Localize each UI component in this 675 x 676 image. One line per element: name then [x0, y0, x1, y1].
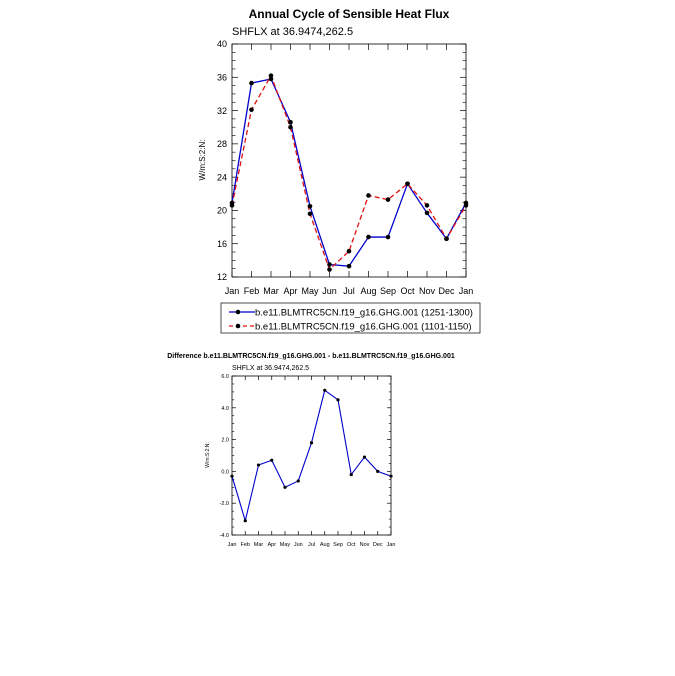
main-x-tick-label: Nov	[419, 286, 436, 296]
diff-plot-frame	[231, 375, 392, 536]
main-series-line-1	[231, 74, 467, 271]
main-series-line-0	[231, 78, 467, 267]
main-x-tick-label: Aug	[360, 286, 376, 296]
diff-chart-y-axis-label: W/m:S:2:N:	[205, 442, 211, 468]
diff-series-0-point	[256, 463, 261, 467]
main-series-1-point	[229, 203, 235, 208]
main-chart-legend: b.e11.BLMTRC5CN.f19_g16.GHG.001 (1251-13…	[220, 302, 481, 334]
main-series-0-point	[327, 262, 332, 267]
diff-chart-plot: -4.0 -2.0 0.0 2.0 4.0 6.0 Jan Feb Mar Apr May Jun Ju…	[220, 374, 396, 548]
diff-x-tick-label: Jun	[294, 542, 303, 548]
diff-series-line-0	[231, 389, 392, 522]
main-x-tick-label: Sep	[380, 286, 396, 296]
diff-chart-title: Difference b.e11.BLMTRC5CN.f19_g16.GHG.0…	[167, 353, 455, 360]
main-chart-plot: 12 16 20 24 28 32 36 40 Jan Feb Mar Apr May Jun Jul Aug…	[217, 39, 473, 296]
diff-series-0-point	[362, 455, 367, 459]
main-series-0-point	[288, 119, 293, 125]
main-series-1-point	[327, 267, 332, 272]
legend-box	[220, 302, 481, 334]
main-series-0-point	[366, 234, 371, 240]
diff-y-tick-label: -4.0	[220, 533, 229, 539]
main-y-tick-label: 32	[217, 106, 227, 116]
diff-x-tick-label: Nov	[360, 542, 370, 548]
diff-x-tick-label: Mar	[254, 542, 264, 548]
main-plot-frame	[231, 43, 467, 278]
diff-x-tick-label: Oct	[347, 542, 356, 548]
main-series-1-point	[424, 203, 430, 208]
diff-y-tick-label: 6.0	[221, 374, 229, 380]
main-x-tick-label: Jan	[225, 286, 240, 296]
diff-x-tick-label: Jul	[308, 542, 315, 548]
main-y-tick-label: 12	[217, 272, 227, 282]
diff-series-0-point	[230, 474, 234, 478]
main-y-tick-label: 40	[217, 39, 227, 49]
main-series-1-point	[268, 73, 274, 78]
main-series-0-point	[249, 80, 254, 86]
diff-x-tick-label: Aug	[320, 542, 330, 548]
main-x-tick-label: Apr	[283, 286, 297, 296]
diff-x-tick-label: Feb	[241, 542, 250, 548]
diff-series-0-point	[336, 398, 340, 402]
diff-y-tick-label: 4.0	[221, 406, 229, 412]
main-y-tick-label: 20	[217, 206, 227, 216]
diff-series-0-point	[309, 441, 314, 445]
diff-series-0-point	[296, 479, 300, 483]
legend-marker-series-b	[235, 323, 241, 329]
main-chart-y-axis-label: W/m:S:2:N:	[198, 140, 207, 181]
diff-series-0-point	[376, 469, 380, 473]
diff-x-tick-label: Jan	[387, 542, 396, 548]
main-series-0-point	[346, 263, 352, 269]
main-x-tick-label: Oct	[400, 286, 415, 296]
main-series-1-point	[288, 124, 293, 130]
main-series-0-point	[268, 76, 274, 82]
diff-x-tick-label: Dec	[373, 542, 383, 548]
diff-chart-subtitle: SHFLX at 36.9474,262.5	[232, 365, 309, 372]
main-x-tick-label: Jul	[343, 286, 355, 296]
diff-series-0-point	[323, 388, 327, 392]
diff-x-tick-label: Sep	[333, 542, 343, 548]
diff-x-tick-label: May	[280, 542, 291, 548]
diff-x-tick-label: Jan	[228, 542, 237, 548]
diff-series-0-point	[243, 519, 247, 523]
main-x-tick-label: May	[301, 286, 319, 296]
main-x-tick-label: Feb	[244, 286, 260, 296]
main-series-0-point	[385, 234, 391, 240]
diff-x-tick-label: Apr	[267, 542, 276, 548]
main-chart-subtitle: SHFLX at 36.9474,262.5	[232, 26, 353, 38]
main-series-1-point	[366, 193, 371, 198]
legend-label-series-b: b.e11.BLMTRC5CN.f19_g16.GHG.001 (1101-11…	[255, 322, 472, 333]
main-series-1-point	[405, 181, 410, 187]
main-y-tick-label: 28	[217, 139, 227, 149]
main-series-1-point	[463, 203, 469, 208]
diff-series-0-point	[389, 474, 393, 478]
main-series-1-point	[346, 248, 352, 254]
diff-series-0-point	[349, 472, 353, 477]
legend-marker-series-a	[235, 309, 241, 315]
main-y-tick-label: 16	[217, 239, 227, 249]
main-x-tick-label: Mar	[263, 286, 279, 296]
main-y-tick-label: 36	[217, 72, 227, 82]
main-series-1-point	[444, 236, 449, 242]
main-series-0-point	[307, 203, 313, 209]
main-series-1-point	[307, 211, 313, 217]
legend-label-series-a: b.e11.BLMTRC5CN.f19_g16.GHG.001 (1251-13…	[255, 308, 473, 319]
main-x-tick-label: Jun	[322, 286, 337, 296]
diff-y-tick-label: -2.0	[220, 501, 229, 507]
diff-y-tick-label: 0.0	[221, 469, 229, 475]
main-x-tick-label: Dec	[438, 286, 455, 296]
main-series-0-point	[424, 210, 430, 216]
main-series-1-point	[249, 107, 254, 113]
diff-y-tick-label: 2.0	[221, 438, 229, 444]
main-series-1-point	[385, 197, 391, 202]
diff-series-0-point	[283, 485, 287, 489]
main-y-tick-label: 24	[217, 172, 227, 182]
diff-series-0-point	[270, 458, 274, 462]
main-chart-title: Annual Cycle of Sensible Heat Flux	[249, 7, 450, 21]
main-x-tick-label: Jan	[459, 286, 474, 296]
